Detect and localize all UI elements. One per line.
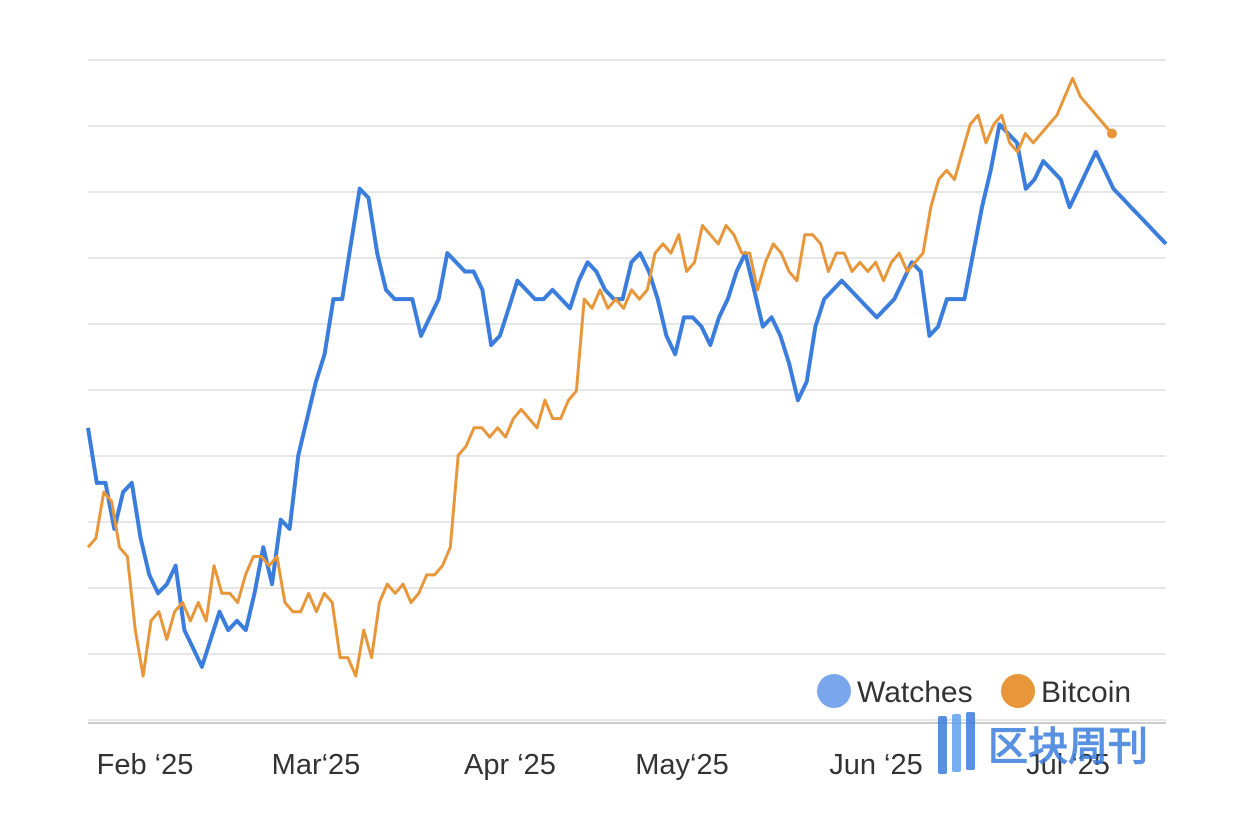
chart-legend: Watches Bitcoin (817, 674, 1131, 709)
legend-label-bitcoin: Bitcoin (1041, 676, 1131, 709)
chart-grid (88, 59, 1166, 724)
x-tick-label: Feb ‘25 (97, 749, 194, 781)
series-line-watches (86, 122, 1168, 669)
legend-swatch-watches (817, 674, 851, 708)
x-tick-label: Apr ‘25 (464, 749, 556, 781)
watermark-bars-icon (938, 712, 975, 774)
legend-swatch-bitcoin (1001, 674, 1035, 708)
watermark-text: 区块周刊 (988, 724, 1148, 770)
series-endpoint-bitcoin (1107, 128, 1117, 139)
series-line-bitcoin (86, 76, 1114, 678)
x-tick-label: May‘25 (635, 749, 729, 781)
x-tick-label: Jul ‘25 (1026, 749, 1110, 781)
watermark-logo: 区块周刊 (938, 712, 1148, 774)
x-axis-ticks: Feb ‘25 Mar‘25 Apr ‘25 May‘25 Jun ‘25 Jul ‘25 (97, 749, 1110, 781)
x-tick-label: Mar‘25 (272, 749, 361, 781)
chart-series (86, 76, 1168, 678)
x-tick-label: Jun ‘25 (829, 749, 923, 781)
legend-label-watches: Watches (857, 676, 973, 709)
